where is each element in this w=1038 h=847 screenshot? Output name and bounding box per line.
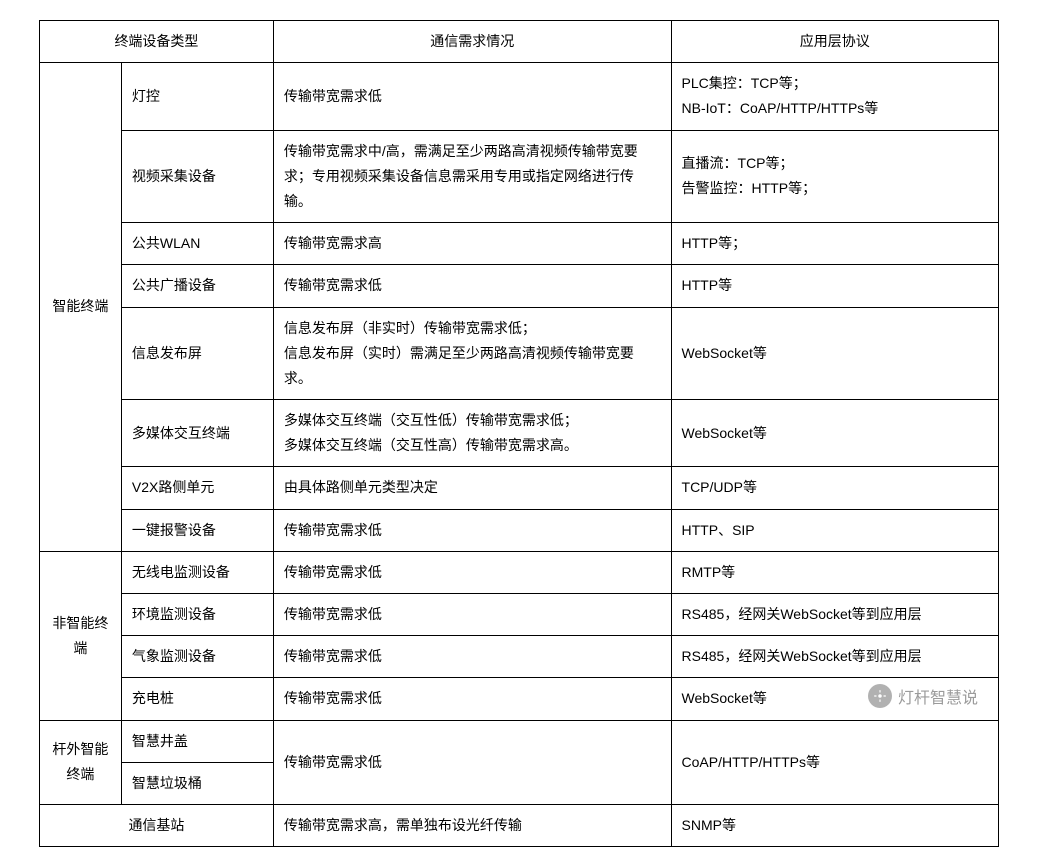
table-row: 多媒体交互终端 多媒体交互终端（交互性低）传输带宽需求低；多媒体交互终端（交互性… [40,400,999,467]
watermark-text: 灯杆智慧说 [898,684,978,708]
device-name: 气象监测设备 [121,636,273,678]
requirement-cell: 信息发布屏（非实时）传输带宽需求低；信息发布屏（实时）需满足至少两路高清视频传输… [273,307,671,400]
watermark: 灯杆智慧说 [868,684,978,708]
device-name: 一键报警设备 [121,509,273,551]
requirement-cell: 传输带宽需求低 [273,678,671,720]
protocol-cell: SNMP等 [671,804,998,846]
category-external-smart-terminal: 杆外智能终端 [40,720,122,804]
category-non-smart-terminal: 非智能终端 [40,551,122,720]
protocol-cell: WebSocket等 [671,400,998,467]
protocol-table: 终端设备类型 通信需求情况 应用层协议 智能终端 灯控 传输带宽需求低 PLC集… [39,20,999,847]
table-row: 非智能终端 无线电监测设备 传输带宽需求低 RMTP等 [40,551,999,593]
device-name: 多媒体交互终端 [121,400,273,467]
requirement-cell: 传输带宽需求低 [273,63,671,130]
category-smart-terminal: 智能终端 [40,63,122,552]
requirement-cell: 传输带宽需求高，需单独布设光纤传输 [273,804,671,846]
table-row: 公共WLAN 传输带宽需求高 HTTP等； [40,223,999,265]
table-row: 信息发布屏 信息发布屏（非实时）传输带宽需求低；信息发布屏（实时）需满足至少两路… [40,307,999,400]
requirement-cell: 传输带宽需求低 [273,509,671,551]
protocol-cell: RMTP等 [671,551,998,593]
protocol-cell: CoAP/HTTP/HTTPs等 [671,720,998,804]
device-name: 灯控 [121,63,273,130]
requirement-cell: 传输带宽需求低 [273,720,671,804]
table-row: 公共广播设备 传输带宽需求低 HTTP等 [40,265,999,307]
requirement-cell: 传输带宽需求低 [273,594,671,636]
requirement-cell: 多媒体交互终端（交互性低）传输带宽需求低；多媒体交互终端（交互性高）传输带宽需求… [273,400,671,467]
protocol-cell: RS485，经网关WebSocket等到应用层 [671,594,998,636]
protocol-cell: PLC集控：TCP等；NB-IoT：CoAP/HTTP/HTTPs等 [671,63,998,130]
device-name: 智慧井盖 [121,720,273,762]
requirement-cell: 传输带宽需求低 [273,551,671,593]
device-name: V2X路侧单元 [121,467,273,509]
protocol-cell: TCP/UDP等 [671,467,998,509]
requirement-cell: 传输带宽需求低 [273,636,671,678]
table-row: 充电桩 传输带宽需求低 WebSocket等 [40,678,999,720]
table-row: 杆外智能终端 智慧井盖 传输带宽需求低 CoAP/HTTP/HTTPs等 [40,720,999,762]
watermark-icon [868,684,892,708]
device-name: 智慧垃圾桶 [121,762,273,804]
header-requirement: 通信需求情况 [273,21,671,63]
table-row: 通信基站 传输带宽需求高，需单独布设光纤传输 SNMP等 [40,804,999,846]
table-row: 气象监测设备 传输带宽需求低 RS485，经网关WebSocket等到应用层 [40,636,999,678]
protocol-cell: HTTP等 [671,265,998,307]
table-row: 智能终端 灯控 传输带宽需求低 PLC集控：TCP等；NB-IoT：CoAP/H… [40,63,999,130]
device-name: 环境监测设备 [121,594,273,636]
table-row: 一键报警设备 传输带宽需求低 HTTP、SIP [40,509,999,551]
device-name: 无线电监测设备 [121,551,273,593]
table-header-row: 终端设备类型 通信需求情况 应用层协议 [40,21,999,63]
header-protocol: 应用层协议 [671,21,998,63]
protocol-cell: HTTP等； [671,223,998,265]
requirement-cell: 传输带宽需求低 [273,265,671,307]
device-name: 视频采集设备 [121,130,273,223]
table-row: 视频采集设备 传输带宽需求中/高，需满足至少两路高清视频传输带宽要求；专用视频采… [40,130,999,223]
device-name: 充电桩 [121,678,273,720]
protocol-cell: HTTP、SIP [671,509,998,551]
header-device-type: 终端设备类型 [40,21,274,63]
protocol-cell: RS485，经网关WebSocket等到应用层 [671,636,998,678]
device-name: 信息发布屏 [121,307,273,400]
category-comm-station: 通信基站 [40,804,274,846]
requirement-cell: 传输带宽需求高 [273,223,671,265]
table-row: V2X路侧单元 由具体路侧单元类型决定 TCP/UDP等 [40,467,999,509]
device-name: 公共广播设备 [121,265,273,307]
table-row: 环境监测设备 传输带宽需求低 RS485，经网关WebSocket等到应用层 [40,594,999,636]
requirement-cell: 由具体路侧单元类型决定 [273,467,671,509]
protocol-cell: WebSocket等 [671,307,998,400]
requirement-cell: 传输带宽需求中/高，需满足至少两路高清视频传输带宽要求；专用视频采集设备信息需采… [273,130,671,223]
protocol-cell: 直播流：TCP等；告警监控：HTTP等； [671,130,998,223]
device-name: 公共WLAN [121,223,273,265]
